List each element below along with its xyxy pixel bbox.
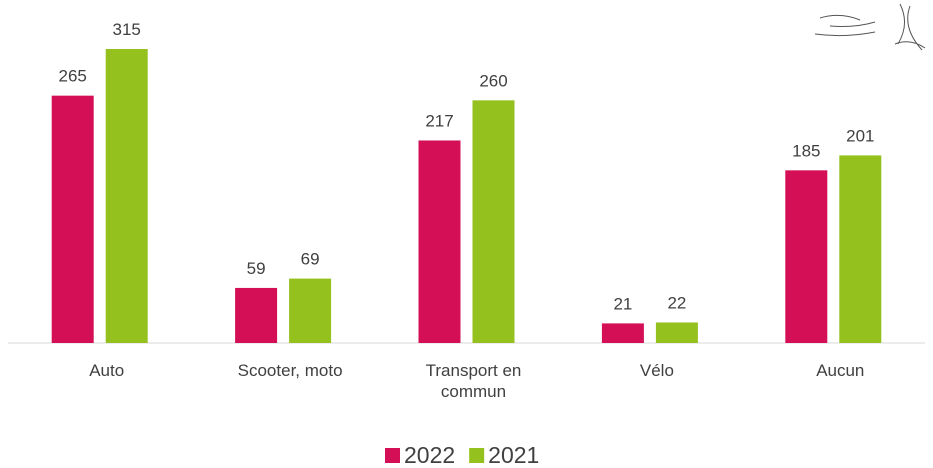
chart: 265 315 59 69 217 260 21 22 185 201 2022 2021 Auto S… [0,0,933,468]
value-label: 185 [792,141,820,160]
value-label: 265 [59,67,87,86]
value-label: 260 [479,71,507,90]
bar [235,288,277,343]
x-tick-label: Auto [32,360,182,381]
legend-swatch [385,448,400,463]
legend-label: 2022 [404,442,455,468]
bar [289,279,331,343]
x-tick-label: Aucun [765,360,915,381]
legend-label: 2021 [488,442,539,468]
bar [419,140,461,343]
bar [839,155,881,343]
value-label: 21 [613,294,632,313]
value-label: 315 [113,20,141,39]
bar [785,170,827,343]
value-label: 217 [425,111,453,130]
x-tick-label: Transport en commun [409,360,539,402]
x-tick-label: Scooter, moto [215,360,365,381]
bar [106,49,148,343]
bar [602,323,644,343]
bar [473,100,515,343]
value-label: 59 [247,259,266,278]
bar [52,96,94,343]
value-label: 201 [846,126,874,145]
value-label: 22 [667,293,686,312]
bar [656,322,698,343]
value-label: 69 [301,250,320,269]
legend-swatch [469,448,484,463]
x-tick-label: Vélo [582,360,732,381]
decoration-sketch [815,4,925,50]
